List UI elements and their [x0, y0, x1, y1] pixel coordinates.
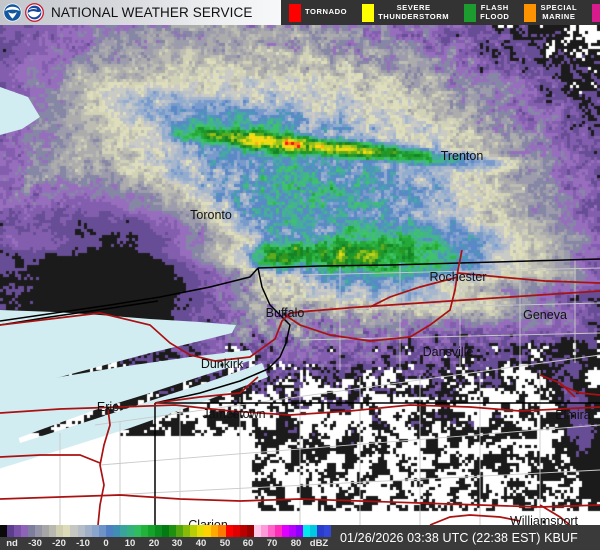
dbz-color-step	[56, 525, 64, 537]
dbz-tick-label: nd	[6, 538, 18, 549]
city-marker-dot	[106, 406, 110, 410]
alert-legend-label: FLASH FLOOD	[480, 2, 510, 21]
dbz-color-step	[239, 525, 247, 537]
dbz-color-step	[112, 525, 120, 537]
dbz-color-step	[70, 525, 78, 537]
alert-legend-item: SPECIAL MARINE	[524, 0, 577, 25]
dbz-tick-label: 30	[171, 538, 183, 549]
dbz-colorbar-ticks: nd -30 -20 -10 0 10 20 30 40 50 60 70 80 dBZ	[0, 537, 331, 550]
dbz-color-step	[225, 525, 233, 537]
dbz-tick-label: -30	[28, 538, 42, 549]
noaa-logo	[3, 3, 22, 22]
dbz-color-step	[7, 525, 15, 537]
dbz-color-step	[183, 525, 191, 537]
alert-color-swatch	[592, 3, 600, 22]
dbz-color-step	[232, 525, 240, 537]
dbz-color-step	[260, 525, 268, 537]
dbz-color-step	[295, 525, 304, 537]
alert-color-swatch	[524, 3, 537, 22]
dbz-color-step	[42, 525, 50, 537]
alert-legend-item: TORNADO	[289, 0, 347, 25]
dbz-tick-label: -20	[52, 538, 66, 549]
alert-legend-item: SNOWSQUALL	[592, 0, 600, 25]
dbz-color-step	[162, 525, 170, 537]
dbz-color-step	[253, 525, 261, 537]
dbz-color-step	[324, 525, 332, 537]
dbz-color-step	[119, 525, 127, 537]
dbz-color-step	[147, 525, 156, 537]
dbz-color-step	[35, 525, 43, 537]
dbz-color-step	[63, 525, 71, 537]
dbz-tick-label: 70	[266, 538, 278, 549]
dbz-tick-label: 50	[219, 538, 231, 549]
dbz-tick-label: dBZ	[309, 538, 329, 549]
dbz-color-step	[14, 525, 22, 537]
alert-legend: TORNADO SEVERE THUNDERSTORM FLASH FLOOD SPECI…	[281, 0, 600, 25]
alert-color-swatch	[289, 3, 301, 22]
alert-color-swatch	[464, 3, 477, 22]
dbz-color-step	[49, 525, 57, 537]
dbz-color-step	[77, 525, 85, 537]
dbz-color-step	[28, 525, 36, 537]
dbz-tick-label: -10	[76, 538, 90, 549]
dbz-color-step	[274, 525, 282, 537]
nws-branding[interactable]: NATIONAL WEATHER SERVICE	[0, 0, 281, 25]
dbz-color-step	[155, 525, 163, 537]
dbz-color-step	[288, 525, 296, 537]
page-footer: nd -30 -20 -10 0 10 20 30 40 50 60 70 80 dBZ 01/26/20…	[0, 525, 600, 550]
dbz-color-step	[246, 525, 254, 537]
nws-logo	[25, 3, 44, 22]
dbz-colorbar-gradient	[0, 525, 332, 537]
page-title: NATIONAL WEATHER SERVICE	[51, 5, 253, 20]
city-marker-dot	[232, 413, 236, 417]
dbz-color-step	[140, 525, 148, 537]
alert-color-swatch	[362, 3, 375, 22]
dbz-color-step	[91, 525, 99, 537]
dbz-tick-label: 40	[195, 538, 207, 549]
dbz-color-step	[211, 525, 219, 537]
alert-legend-item: FLASH FLOOD	[464, 0, 509, 25]
dbz-color-step	[133, 525, 141, 537]
state-borders	[0, 258, 600, 525]
dbz-color-step	[98, 525, 106, 537]
alert-legend-item: SEVERE THUNDERSTORM	[362, 0, 449, 25]
dbz-color-step	[176, 525, 184, 537]
map-vector-overlay	[0, 87, 600, 525]
dbz-color-step	[281, 525, 289, 537]
dbz-tick-label: 20	[148, 538, 160, 549]
dbz-color-step	[267, 525, 275, 537]
city-marker-dot	[283, 312, 287, 316]
dbz-tick-label: 80	[290, 538, 302, 549]
water-bodies	[0, 87, 268, 469]
dbz-color-step	[310, 525, 318, 537]
highways	[0, 249, 600, 525]
radar-timestamp: 01/26/2026 03:38 UTC (22:38 EST) KBUF	[340, 530, 578, 545]
dbz-color-step	[21, 525, 29, 537]
alert-legend-label: TORNADO	[305, 7, 348, 17]
dbz-color-step	[169, 525, 177, 537]
page-header: NATIONAL WEATHER SERVICE TORNADO SEVERE TH…	[0, 0, 600, 25]
dbz-color-step	[303, 525, 311, 537]
dbz-color-step	[197, 525, 205, 537]
dbz-color-step	[317, 525, 325, 537]
radar-map[interactable]: Toronto Trenton Rochester Geneva Buffalo Dans…	[0, 25, 600, 525]
alert-legend-label: SPECIAL MARINE	[540, 2, 578, 21]
city-marker-dot	[542, 520, 546, 524]
dbz-colorbar: nd -30 -20 -10 0 10 20 30 40 50 60 70 80 dBZ	[0, 525, 332, 550]
dbz-color-step	[204, 525, 212, 537]
city-marker-dot	[206, 524, 210, 525]
city-marker-dot	[220, 363, 224, 367]
dbz-color-step	[84, 525, 92, 537]
city-marker-dot	[571, 414, 575, 418]
dbz-color-step	[105, 525, 113, 537]
dbz-tick-label: 0	[103, 538, 109, 549]
dbz-tick-label: 60	[242, 538, 254, 549]
dbz-color-step	[126, 525, 134, 537]
dbz-tick-label: 10	[124, 538, 136, 549]
dbz-color-step	[0, 525, 8, 537]
alert-legend-label: SEVERE THUNDERSTORM	[378, 2, 450, 21]
dbz-color-step	[190, 525, 198, 537]
dbz-color-step	[218, 525, 226, 537]
